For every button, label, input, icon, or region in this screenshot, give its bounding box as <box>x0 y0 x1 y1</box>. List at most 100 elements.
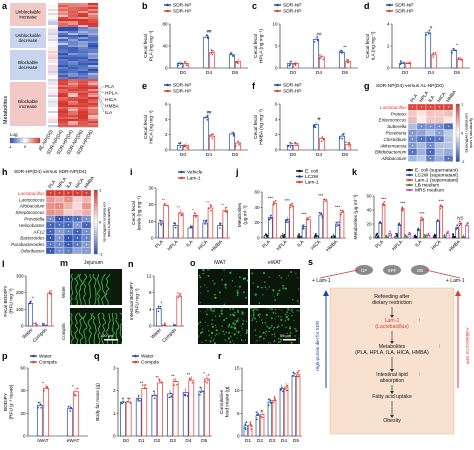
heat-cell <box>78 125 89 128</box>
heat-cell <box>48 89 59 92</box>
data-point <box>267 404 270 407</box>
data-point <box>405 62 408 65</box>
data-point <box>298 370 300 372</box>
svg-text:*: * <box>421 105 423 110</box>
data-point <box>179 141 182 144</box>
heatmap-title: SDR-HP(D4) versus SDR-NP(D4) <box>14 169 87 175</box>
significance-mark: ** <box>140 380 144 385</box>
data-point <box>186 64 188 66</box>
y-tick-label: 6 <box>165 102 168 107</box>
panel-letter: r <box>218 351 222 361</box>
bar <box>243 425 249 437</box>
heat-cell <box>78 101 89 104</box>
svg-text:*: * <box>448 124 450 129</box>
panel-s-schematic: s GF SPF GB + Lam-1 + Lam-1 High-protein… <box>308 257 470 435</box>
heat-cell <box>78 71 89 74</box>
data-point <box>209 134 211 137</box>
heat-cell <box>48 19 59 22</box>
y-tick-label: 10 <box>234 388 240 393</box>
data-point <box>322 58 324 61</box>
heat-cell <box>78 103 89 106</box>
heat-cell <box>88 111 99 114</box>
heat-cell <box>88 73 99 76</box>
heat-cell <box>68 43 79 46</box>
data-point <box>159 305 162 308</box>
data-point <box>453 236 455 238</box>
y-axis-label: Cecal fecalPLA (ng mg⁻¹) <box>143 30 155 61</box>
heat-cell <box>68 103 79 106</box>
y-tick-label: 20 <box>148 202 154 207</box>
data-point <box>160 223 162 226</box>
svg-text:*: * <box>50 249 52 254</box>
significance-mark: *** <box>439 199 445 204</box>
data-point <box>315 235 318 238</box>
heat-cell <box>88 107 99 110</box>
group-label: Unblockable increase <box>15 10 41 20</box>
data-point <box>153 390 155 393</box>
data-point <box>337 224 339 227</box>
y-tick-label: 12 <box>146 274 152 279</box>
data-point <box>342 134 344 136</box>
y-axis-label: Cumulativefood intake (g) <box>219 386 231 417</box>
heat-cell <box>88 25 99 28</box>
heat-cell <box>78 93 89 96</box>
heat-cell <box>58 81 69 84</box>
data-point <box>230 52 232 54</box>
row-label: Streptococcus <box>15 210 45 215</box>
correlation-cell <box>443 129 454 137</box>
heat-cell <box>58 23 69 26</box>
data-point <box>211 53 214 56</box>
y-tick-label: 15 <box>234 366 240 371</box>
y-axis-label: Cecal fecalHICA (ng mg⁻¹) <box>143 110 155 144</box>
column-label: HICA <box>74 176 85 189</box>
heat-cell <box>48 93 59 96</box>
svg-text:*: * <box>439 137 441 142</box>
data-point <box>397 223 400 226</box>
heat-cell <box>68 11 79 14</box>
svg-text:*: * <box>50 230 52 235</box>
data-point <box>288 65 291 67</box>
x-tick-label: D4 <box>316 152 322 158</box>
data-point <box>245 428 247 430</box>
data-point <box>457 58 460 61</box>
data-point <box>249 423 252 426</box>
data-point <box>396 234 398 237</box>
data-point <box>291 202 294 205</box>
x-tick-label: PLA <box>154 239 165 250</box>
heat-cell <box>58 87 69 90</box>
heat-cell <box>48 71 59 74</box>
heat-cell <box>88 83 99 86</box>
column-label: ILA <box>427 94 436 103</box>
pathway-step: Refeeding after dietary restriction <box>372 294 412 306</box>
ewat-compds-micrograph: 50 μm <box>250 308 300 344</box>
heat-cell <box>78 85 89 88</box>
column-label: HPLA <box>418 90 430 103</box>
bar <box>46 293 53 327</box>
svg-text:*: * <box>430 124 432 129</box>
legend-label: SDR-NP <box>395 3 413 9</box>
data-point <box>347 59 349 61</box>
x-tick-label: HPLA <box>167 239 181 253</box>
heat-cell <box>68 99 79 102</box>
data-point <box>179 63 182 65</box>
data-point <box>401 208 404 211</box>
svg-text:GB: GB <box>417 268 424 273</box>
data-point <box>195 215 198 217</box>
significance-mark: ** <box>187 372 191 377</box>
y-tick-label: 40 <box>162 44 168 49</box>
heat-cell <box>68 25 79 28</box>
colorbar <box>93 189 98 255</box>
column-label: PLA <box>47 178 57 189</box>
bar <box>182 392 189 437</box>
bar <box>198 390 205 437</box>
heat-cell <box>48 65 59 68</box>
row-label: AF12 <box>33 229 45 234</box>
significance-mark: * <box>203 371 205 376</box>
data-point <box>434 235 437 238</box>
y-tick-label: 60 <box>254 190 260 195</box>
data-point <box>296 143 299 145</box>
heat-cell <box>48 103 59 106</box>
y-axis-label: Metabolites (μg ml⁻¹) <box>353 194 359 239</box>
data-point <box>42 324 44 326</box>
